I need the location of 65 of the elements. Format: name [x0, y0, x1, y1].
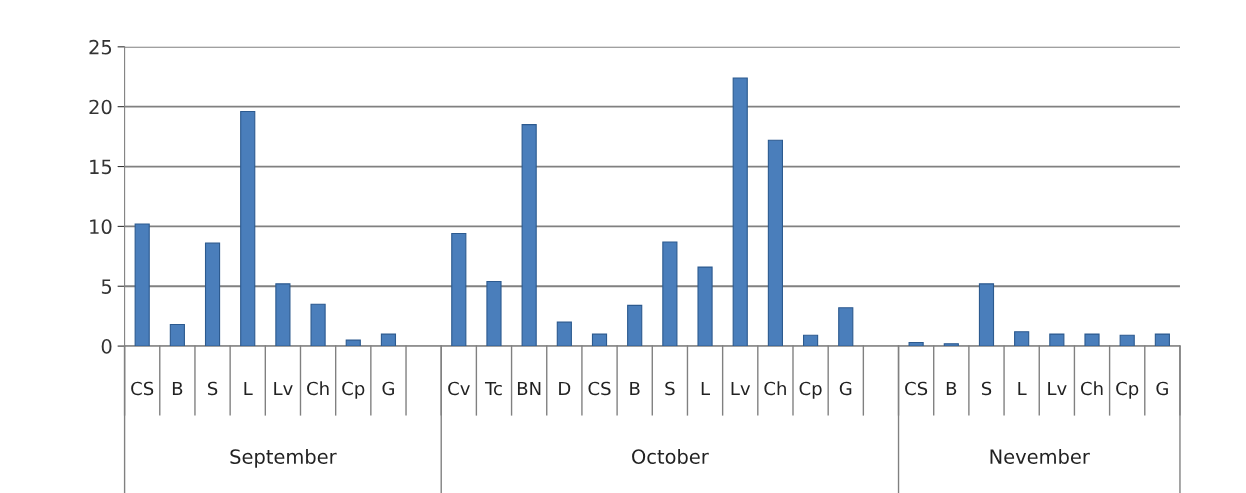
x-tick-label: CS [131, 381, 154, 396]
x-tick-label: S [665, 381, 675, 396]
x-tick-label: Ch [764, 381, 786, 396]
x-tick-label: G [1156, 381, 1168, 396]
y-tick-label: 25 [89, 39, 112, 55]
bar [1084, 333, 1100, 347]
x-tick-label: CS [905, 381, 928, 396]
y-tick-label: 10 [90, 219, 112, 235]
bar [732, 77, 748, 347]
bar [627, 304, 643, 347]
bar [1154, 333, 1170, 347]
x-tick-label: Cv [448, 381, 470, 396]
bar [240, 110, 256, 347]
bar [556, 321, 572, 347]
x-tick-label: D [559, 381, 571, 396]
bar [662, 241, 678, 347]
x-tick-label: L [244, 381, 253, 396]
x-tick-label: CS [588, 381, 611, 396]
x-tick-label: S [208, 381, 218, 396]
bar [838, 307, 854, 347]
x-tick-label: Lv [274, 381, 293, 396]
text: September [230, 448, 337, 468]
bar [943, 343, 959, 347]
bar [802, 334, 819, 347]
x-tick-label: Lv [731, 381, 751, 396]
bar [275, 283, 291, 347]
text: October [632, 448, 709, 464]
x-tick-label: B [946, 381, 957, 396]
x-tick-label: Ch [307, 381, 329, 396]
bar [521, 124, 537, 347]
bar [1014, 331, 1030, 347]
bar [1119, 334, 1135, 347]
x-tick-label: Ch [1081, 381, 1103, 396]
y-tick-label: 5 [101, 279, 112, 294]
bar [380, 333, 397, 347]
y-tick-label: 0 [101, 339, 112, 354]
bar [908, 341, 924, 347]
x-tick-label: B [630, 381, 640, 396]
x-tick-label: L [701, 381, 710, 396]
x-tick-label: Tc [484, 381, 502, 396]
x-tick-label: L [1018, 381, 1027, 396]
x-tick-label: G [839, 381, 852, 396]
bar [310, 303, 326, 347]
x-tick-label: BN [517, 381, 541, 396]
y-tick-label: 15 [90, 159, 112, 175]
x-tick-label: Cp [342, 381, 365, 399]
bar [978, 283, 995, 347]
bar [451, 233, 467, 347]
bar [1049, 333, 1065, 347]
bar [134, 223, 150, 347]
bar [486, 280, 502, 347]
x-tick-label: S [981, 381, 992, 396]
bar [591, 333, 608, 347]
text: Nevember [990, 448, 1090, 464]
x-tick-label: Cp [1116, 381, 1139, 399]
bar [169, 323, 185, 347]
bar [345, 339, 361, 347]
x-tick-label: Cp [799, 381, 822, 399]
x-tick-label: Lv [1048, 381, 1067, 396]
y-tick-label: 20 [89, 99, 112, 115]
bar [767, 139, 783, 347]
x-tick-label: B [172, 381, 183, 396]
bar [697, 266, 713, 347]
bar [204, 242, 221, 347]
x-tick-label: G [382, 381, 394, 396]
